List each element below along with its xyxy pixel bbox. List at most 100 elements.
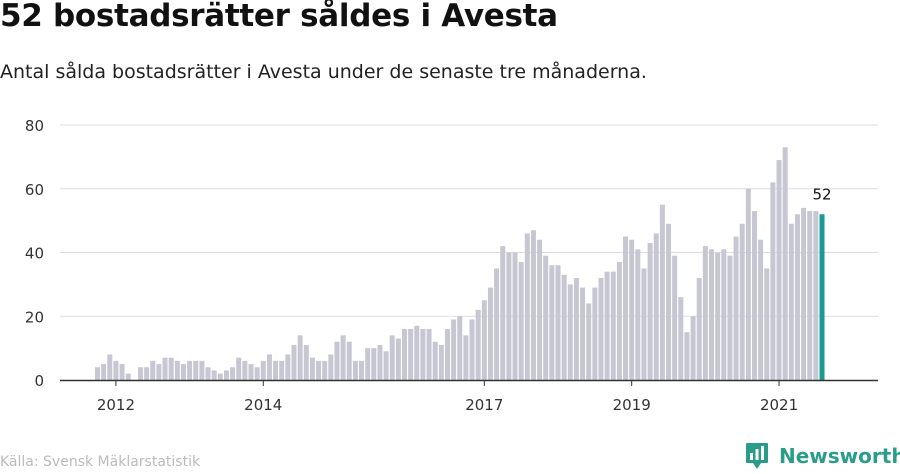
y-tick-label: 40 (25, 245, 44, 263)
bar (279, 360, 285, 380)
bar (211, 370, 217, 380)
bar (647, 242, 653, 380)
bar (524, 233, 530, 380)
bar (150, 360, 156, 380)
bar (604, 271, 610, 380)
bar (420, 329, 426, 380)
bar (715, 252, 721, 380)
bar (340, 335, 346, 380)
bar (457, 316, 463, 380)
y-tick-label: 20 (25, 308, 44, 326)
bar (666, 223, 672, 380)
bar (297, 335, 303, 380)
bars (95, 147, 825, 380)
bar (727, 255, 733, 380)
newsworthy-logo-icon (746, 443, 768, 469)
bar (506, 252, 512, 380)
x-tick-label: 2014 (244, 396, 282, 414)
highlight-bar (819, 214, 825, 380)
bar (782, 147, 788, 380)
bar (107, 354, 113, 380)
bar (205, 367, 211, 380)
x-tick-label: 2012 (97, 396, 135, 414)
bar (125, 373, 131, 380)
bar (199, 360, 205, 380)
bar (144, 367, 150, 380)
bar (530, 230, 536, 380)
bar (242, 360, 248, 380)
bar (254, 367, 260, 380)
x-axis-ticks: 2012 2014 2017 2019 2021 (97, 380, 798, 414)
bar (494, 268, 500, 380)
source-note: Källa: Svensk Mäklarstatistik (0, 454, 201, 470)
bar (537, 239, 543, 380)
bar (623, 236, 629, 380)
bar (764, 268, 770, 380)
bar (690, 316, 696, 380)
bar (512, 252, 518, 380)
bar (678, 297, 684, 380)
bar (696, 278, 702, 380)
bar (518, 262, 524, 380)
bar (733, 236, 739, 380)
y-tick-label: 60 (25, 181, 44, 199)
bar (475, 309, 481, 380)
bar (751, 211, 757, 380)
bar (807, 211, 813, 380)
bar (408, 329, 414, 380)
bar (236, 357, 242, 380)
bar (334, 341, 340, 380)
bar (794, 214, 800, 380)
bar (573, 278, 579, 380)
bar (402, 329, 407, 380)
bar (266, 354, 272, 380)
bar (776, 160, 782, 380)
bar (592, 287, 598, 380)
bar (813, 211, 819, 380)
bar (389, 335, 395, 380)
bar (586, 303, 592, 380)
bar (451, 319, 457, 380)
bar (113, 360, 119, 380)
y-tick-label: 80 (25, 117, 44, 135)
bar (801, 207, 807, 380)
x-tick-label: 2021 (760, 396, 798, 414)
bar (616, 262, 622, 380)
bar (653, 233, 659, 380)
bar (137, 367, 143, 380)
bar (641, 268, 647, 380)
bar (395, 338, 401, 380)
bar (500, 246, 506, 380)
bar (316, 360, 322, 380)
bar (487, 287, 493, 380)
bar (248, 364, 254, 380)
x-tick-label: 2019 (613, 396, 651, 414)
bar (463, 335, 469, 380)
bar (469, 319, 475, 380)
bar (230, 367, 236, 380)
bar (672, 255, 678, 380)
bar (561, 274, 567, 380)
bar (739, 223, 745, 380)
bar (174, 360, 180, 380)
bar (635, 249, 641, 380)
bar (684, 332, 690, 380)
bar (444, 329, 450, 380)
bar-chart: 0 20 40 60 80 2012 2014 2017 2019 2021 52 (25, 117, 878, 414)
bar (414, 325, 420, 380)
bar (260, 360, 266, 380)
y-tick-label: 0 (34, 372, 44, 390)
bar (309, 357, 315, 380)
chart-subtitle: Antal sålda bostadsrätter i Avesta under… (0, 61, 647, 83)
bar (156, 364, 162, 380)
bar (426, 329, 432, 380)
y-axis-ticks: 0 20 40 60 80 (25, 117, 44, 390)
bar (770, 182, 776, 380)
bar (273, 360, 279, 380)
bar (481, 300, 487, 380)
bar (168, 357, 174, 380)
x-tick-label: 2017 (465, 396, 503, 414)
bar (119, 364, 125, 380)
bar (322, 360, 328, 380)
bar (101, 364, 107, 380)
